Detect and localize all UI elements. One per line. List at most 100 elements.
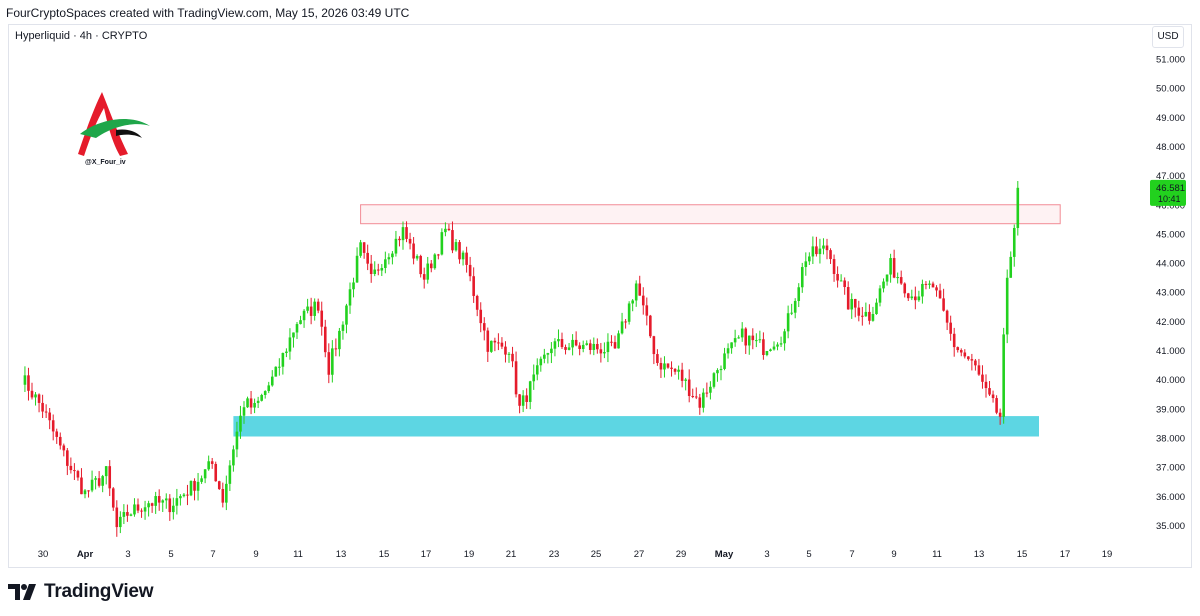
symbol-label[interactable]: Hyperliquid · 4h · CRYPTO: [15, 30, 148, 42]
candle: [762, 332, 765, 360]
candle: [408, 232, 412, 250]
candle: [772, 341, 776, 351]
time-tick-label: 21: [506, 549, 517, 560]
candle: [571, 334, 574, 356]
candle: [345, 303, 348, 334]
time-axis: 30 Apr 3 5 7 9 11 13 15 17 19 21 23 25 27 29 May 3 5 7 9 11 13…: [38, 549, 1113, 560]
candle: [341, 321, 345, 340]
candle: [235, 421, 239, 458]
candle: [366, 244, 369, 271]
candle: [504, 341, 507, 363]
candle: [373, 261, 377, 277]
candle: [649, 314, 652, 339]
time-tick-label: 13: [336, 549, 347, 560]
candle: [313, 298, 316, 321]
candle: [758, 330, 762, 343]
candle: [673, 368, 677, 375]
candle: [861, 306, 864, 326]
candle: [617, 330, 620, 349]
chart-frame[interactable]: [8, 24, 1192, 568]
candle: [490, 340, 493, 353]
candle: [744, 327, 748, 354]
candle: [680, 362, 684, 388]
price-tick-label: 36.000: [1156, 492, 1185, 503]
candle: [564, 344, 567, 355]
candle: [62, 443, 66, 457]
resistance-zone[interactable]: [360, 204, 1061, 225]
candle: [440, 228, 444, 256]
candle: [1012, 224, 1016, 267]
time-tick-label: 7: [849, 549, 854, 560]
candles-layer: [23, 181, 1020, 537]
top-bar: FourCryptoSpaces created with TradingVie…: [0, 0, 1200, 26]
candle: [984, 374, 988, 398]
candle: [730, 342, 733, 354]
candle: [422, 267, 426, 289]
candle: [69, 457, 73, 474]
price-tick-label: 50.000: [1156, 84, 1185, 95]
candle: [253, 398, 256, 414]
candle: [41, 394, 44, 419]
candle: [864, 302, 868, 317]
candle: [694, 387, 698, 400]
candle: [592, 337, 596, 356]
candle: [613, 335, 617, 349]
candle: [991, 390, 995, 403]
candle: [804, 252, 808, 276]
candle: [90, 470, 94, 493]
candle: [270, 370, 274, 387]
candle: [677, 365, 680, 380]
candle: [384, 251, 387, 274]
candle: [1005, 269, 1009, 344]
candle: [161, 499, 165, 512]
candle: [288, 328, 292, 360]
author-logo-icon: [78, 92, 150, 156]
support-zone[interactable]: [233, 416, 1039, 437]
candle: [952, 327, 956, 357]
price-tick-label: 49.000: [1156, 113, 1185, 124]
candle: [995, 395, 998, 415]
candle: [959, 348, 963, 357]
candle: [698, 393, 702, 415]
candle: [539, 356, 543, 372]
candle: [482, 317, 486, 341]
candle: [956, 346, 960, 353]
candle: [217, 480, 221, 490]
candle: [560, 332, 564, 350]
time-tick-label: 9: [253, 549, 258, 560]
candle: [737, 335, 740, 339]
candle: [829, 248, 832, 264]
candle: [666, 363, 670, 369]
candle: [76, 469, 80, 481]
candle: [765, 350, 769, 357]
candle: [182, 493, 186, 498]
candle: [458, 239, 461, 264]
time-tick-label: 25: [591, 549, 602, 560]
last-price-countdown: 10:41: [1158, 194, 1181, 204]
time-tick-label: Apr: [77, 549, 94, 560]
candle: [500, 337, 504, 350]
candle: [362, 242, 366, 259]
candle: [606, 333, 610, 363]
candle: [306, 298, 309, 314]
candle: [627, 301, 631, 325]
candle: [645, 297, 649, 326]
candle: [437, 253, 440, 260]
footer-brand[interactable]: TradingView: [8, 580, 154, 604]
candle: [797, 283, 801, 308]
candle: [521, 390, 525, 413]
candle: [733, 329, 737, 347]
time-tick-label: 27: [634, 549, 645, 560]
candle: [790, 303, 793, 316]
candle: [853, 298, 857, 318]
candle: [917, 290, 921, 302]
candle: [30, 382, 34, 400]
candle: [656, 349, 659, 366]
candle: [769, 348, 772, 352]
candle: [316, 298, 320, 314]
candle: [140, 508, 143, 518]
currency-button[interactable]: USD: [1152, 26, 1184, 48]
candle: [903, 282, 907, 298]
candle: [37, 393, 41, 413]
